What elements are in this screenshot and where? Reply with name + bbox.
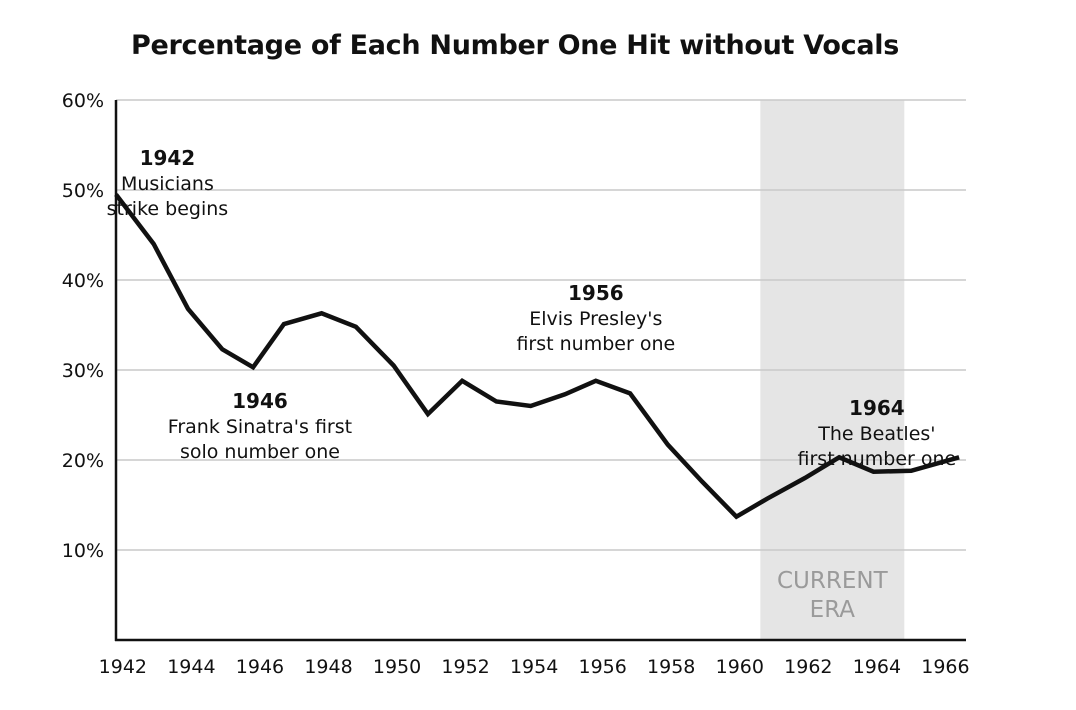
- x-tick-label: 1952: [441, 656, 489, 678]
- x-tick-label: 1956: [579, 656, 627, 678]
- x-tick-label: 1962: [784, 656, 832, 678]
- x-tick-label: 1954: [510, 656, 558, 678]
- x-tick-label: 1950: [373, 656, 421, 678]
- axis-layer: [114, 100, 966, 642]
- current-era-label: ERA: [810, 597, 856, 623]
- x-tick-label: 1944: [167, 656, 215, 678]
- annotation-layer: 1942 Musicians strike begins 1946 Frank Sina…: [107, 146, 957, 470]
- x-tick-label: 1960: [716, 656, 764, 678]
- y-tick-label: 30%: [62, 360, 104, 382]
- annotation: 1956 Elvis Presley's first number one: [516, 281, 675, 355]
- annotation-year: 1942: [140, 146, 196, 170]
- annotation-text: Musicians: [121, 173, 214, 195]
- series-line-layer: [114, 193, 960, 520]
- x-tick-label: 1946: [236, 656, 284, 678]
- annotation: 1942 Musicians strike begins: [107, 146, 229, 220]
- x-tick-label: 1966: [921, 656, 969, 678]
- x-tick-label: 1964: [853, 656, 901, 678]
- x-tick-label: 1958: [647, 656, 695, 678]
- current-era-label: CURRENT: [777, 568, 889, 594]
- annotation-text: The Beatles': [817, 423, 935, 445]
- annotation-text: Frank Sinatra's first: [168, 416, 352, 438]
- y-tick-label: 50%: [62, 180, 104, 202]
- y-tick-label: 40%: [62, 270, 104, 292]
- x-tick-label: 1942: [99, 656, 147, 678]
- annotation-text: solo number one: [180, 441, 340, 463]
- annotation-text: first number one: [516, 333, 675, 355]
- annotation: 1964 The Beatles' first number one: [798, 396, 957, 470]
- y-tick-label: 60%: [62, 90, 104, 112]
- annotation-text: first number one: [798, 448, 957, 470]
- annotation-text: strike begins: [107, 198, 229, 220]
- y-tick-label: 10%: [62, 540, 104, 562]
- y-tick-label: 20%: [62, 450, 104, 472]
- annotation: 1946 Frank Sinatra's first solo number one: [168, 389, 352, 463]
- gridline-layer: [116, 99, 966, 551]
- annotation-text: Elvis Presley's: [529, 308, 662, 330]
- annotation-year: 1946: [232, 389, 288, 413]
- chart-title: Percentage of Each Number One Hit withou…: [131, 30, 899, 61]
- annotation-year: 1956: [568, 281, 624, 305]
- annotation-year: 1964: [849, 396, 905, 420]
- x-tick-label: 1948: [304, 656, 352, 678]
- tick-label-layer: 10% 20% 30% 40% 50% 60% 1942 1944 1946 1948 1950 19…: [62, 90, 970, 678]
